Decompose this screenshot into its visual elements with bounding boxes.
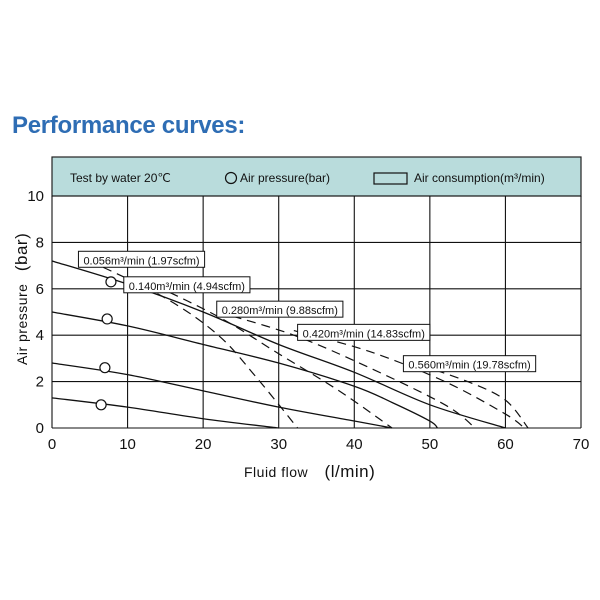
x-tick-label: 30 xyxy=(270,436,287,453)
y-axis-label-text: Air pressure xyxy=(14,284,30,365)
consumption-label-box xyxy=(123,276,251,294)
consumption-label-box xyxy=(216,300,344,318)
y-tick-label: 6 xyxy=(36,281,44,298)
y-axis-unit: (bar) xyxy=(12,233,31,271)
pressure-marker-2 xyxy=(101,313,113,325)
page-title: Performance curves: xyxy=(12,112,246,139)
consumption-label-text: 0.056m³/min (1.97scfm) xyxy=(83,255,199,267)
consumption-label-4: 0.420m³/min (14.83scfm) xyxy=(297,323,431,341)
x-tick-label: 50 xyxy=(422,436,439,453)
consumption-label-text: 0.280m³/min (9.88scfm) xyxy=(222,305,338,317)
consumption-label-text: 0.560m³/min (19.78scfm) xyxy=(408,360,530,372)
consumption-label-2: 0.140m³/min (4.94scfm) xyxy=(123,276,251,294)
legend-air-consumption: Air consumption(m³/min) xyxy=(414,171,545,185)
pressure-markers xyxy=(95,276,117,411)
consumption-curve-4 xyxy=(293,329,525,429)
pressure-marker-1 xyxy=(105,276,117,288)
y-tick-label: 4 xyxy=(36,327,44,344)
pressure-marker-3 xyxy=(99,362,111,374)
y-axis-label: Air pressure (bar) xyxy=(12,233,31,365)
x-tick-label: 20 xyxy=(195,436,212,453)
y-tick-label: 0 xyxy=(36,420,44,437)
consumption-curve-2 xyxy=(142,278,393,429)
consumption-label-text: 0.420m³/min (14.83scfm) xyxy=(303,328,425,340)
x-tick-label: 70 xyxy=(573,436,590,453)
pressure-marker-4 xyxy=(95,399,107,411)
y-tick-label: 10 xyxy=(27,188,44,205)
x-axis-label: Fluid flow (l/min) xyxy=(244,462,375,481)
consumption-label-3: 0.280m³/min (9.88scfm) xyxy=(216,300,344,318)
consumption-label-1: 0.056m³/min (1.97scfm) xyxy=(77,250,206,268)
consumption-label-box xyxy=(402,355,537,373)
pressure-curve-4 xyxy=(51,397,279,429)
consumption-label-5: 0.560m³/min (19.78scfm) xyxy=(402,355,537,373)
x-tick-label: 40 xyxy=(346,436,363,453)
y-tick-label: 2 xyxy=(36,374,44,391)
pressure-curve-3 xyxy=(51,362,393,429)
legend-test-condition: Test by water 20℃ xyxy=(70,171,171,185)
legend-air-pressure-icon xyxy=(224,171,238,185)
y-tick-label: 8 xyxy=(36,234,44,251)
axis-ticks: 0 10 20 30 40 50 60 70 0 2 4 6 8 10 xyxy=(27,188,589,453)
consumption-labels: 0.056m³/min (1.97scfm) 0.140m³/min (4.94s… xyxy=(77,250,537,373)
x-tick-label: 10 xyxy=(119,436,136,453)
x-axis-unit: (l/min) xyxy=(325,462,376,481)
x-tick-label: 60 xyxy=(497,436,514,453)
legend-air-consumption-icon xyxy=(373,172,408,185)
legend-air-pressure: Air pressure(bar) xyxy=(240,171,330,185)
x-axis-label-text: Fluid flow xyxy=(244,464,309,480)
consumption-curve-3 xyxy=(218,311,476,429)
consumption-label-box xyxy=(297,323,431,341)
x-tick-label: 0 xyxy=(48,436,56,453)
consumption-label-text: 0.140m³/min (4.94scfm) xyxy=(129,281,245,293)
legend-banner xyxy=(51,156,582,197)
consumption-label-box xyxy=(77,250,206,268)
consumption-curve-5 xyxy=(406,360,529,429)
pressure-curve-2 xyxy=(51,311,438,429)
